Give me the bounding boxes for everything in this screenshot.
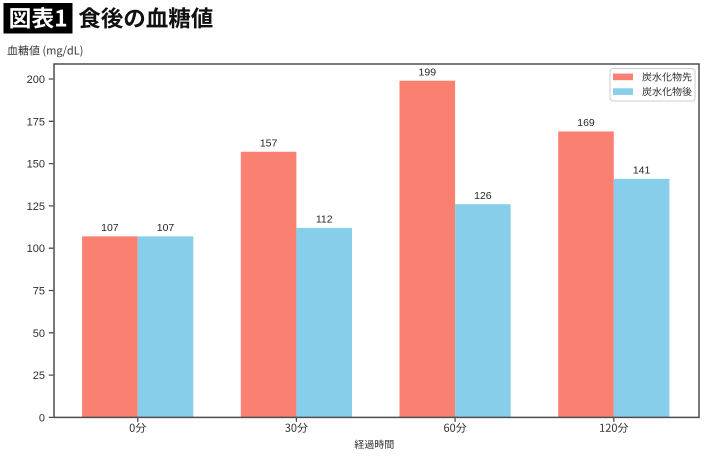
svg-text:125: 125 <box>27 201 45 213</box>
svg-text:107: 107 <box>101 222 119 234</box>
svg-text:175: 175 <box>27 116 45 128</box>
svg-text:112: 112 <box>316 214 333 226</box>
svg-text:0: 0 <box>39 412 45 424</box>
svg-text:200: 200 <box>27 74 45 86</box>
svg-text:100: 100 <box>27 243 45 255</box>
svg-text:199: 199 <box>419 66 437 78</box>
svg-text:169: 169 <box>577 117 595 129</box>
svg-text:126: 126 <box>474 190 492 202</box>
svg-text:141: 141 <box>633 165 651 177</box>
svg-text:107: 107 <box>157 222 175 234</box>
svg-text:50: 50 <box>33 328 45 340</box>
svg-text:25: 25 <box>33 370 45 382</box>
svg-text:75: 75 <box>33 286 45 298</box>
svg-text:150: 150 <box>27 159 45 171</box>
svg-text:157: 157 <box>260 137 278 149</box>
